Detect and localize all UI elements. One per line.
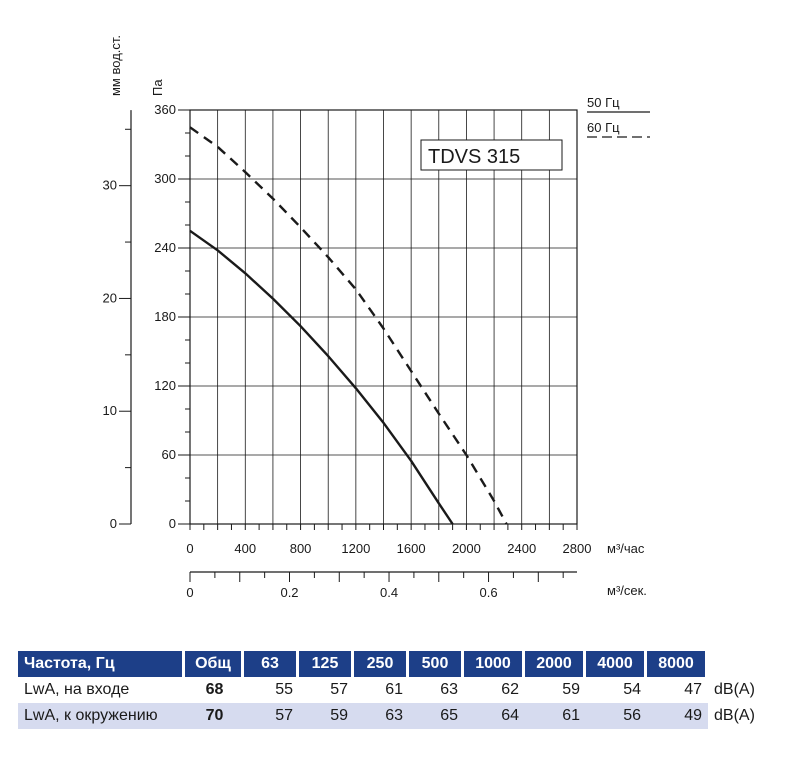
cell-8000: 49 (647, 703, 708, 729)
row-label: LwA, на входе (24, 681, 130, 698)
header-frequency: Частота, Гц (18, 651, 185, 677)
cell-4000: 54 (623, 681, 641, 698)
y-tick-label: 180 (154, 309, 176, 324)
cell-125: 59 (299, 703, 354, 729)
model-label-box (420, 139, 563, 171)
x-tick-label: 2000 (452, 541, 481, 556)
sound-power-table: Частота, Гц Общ 63 125 250 500 1000 2000… (18, 651, 767, 729)
model-label: TDVS 315 (428, 146, 520, 168)
cell-8000: 47 (684, 681, 702, 698)
x2-tick-label: 0 (186, 585, 193, 600)
row-unit: dB(A) (708, 703, 767, 729)
row-total: 70 (185, 703, 244, 729)
header-125: 125 (299, 651, 354, 677)
header-63: 63 (244, 651, 299, 677)
cell-1000: 64 (464, 703, 525, 729)
header-2000: 2000 (525, 651, 586, 677)
cell-125: 57 (330, 681, 348, 698)
header-4000: 4000 (586, 651, 647, 677)
x2-tick-label: 0.2 (280, 585, 298, 600)
x2-tick-label: 0.4 (380, 585, 398, 600)
row-label: LwA, к окружению (18, 703, 185, 729)
cell-63: 55 (275, 681, 293, 698)
y2-tick-label: 10 (103, 403, 117, 418)
row-total: 68 (205, 681, 224, 698)
header-250: 250 (354, 651, 409, 677)
series-line-60гц (189, 126, 508, 525)
table-row-inlet: LwA, на входе 68 55 57 61 63 62 59 54 47… (18, 677, 767, 703)
header-8000: 8000 (647, 651, 708, 677)
cell-4000: 56 (586, 703, 647, 729)
row-unit: dB(A) (714, 681, 755, 698)
x-tick-label: 400 (234, 541, 256, 556)
y-tick-label: 240 (154, 240, 176, 255)
fan-performance-chart: 0 60 120 180 240 300 360 Па 0 10 20 30 мм вод.ст. 0 40… (103, 35, 650, 600)
header-1000: 1000 (464, 651, 525, 677)
series-line-50гц (189, 229, 454, 525)
x-tick-label: 800 (290, 541, 312, 556)
cell-250: 61 (385, 681, 403, 698)
y-axis-label-pa: Па (150, 79, 165, 96)
x2-tick-label: 0.6 (480, 585, 498, 600)
y-tick-label: 0 (169, 516, 176, 531)
x-tick-label: 2800 (563, 541, 592, 556)
x-tick-label: 1600 (397, 541, 426, 556)
y2-tick-label: 0 (110, 516, 117, 531)
table-row-surroundings: LwA, к окружению 70 57 59 63 65 64 61 56… (18, 703, 767, 729)
x-axis-label: м³/час (607, 541, 645, 556)
legend-label-60hz: 60 Гц (587, 120, 620, 135)
y-tick-label: 60 (162, 447, 176, 462)
y-tick-label: 120 (154, 378, 176, 393)
cell-2000: 61 (525, 703, 586, 729)
cell-63: 57 (244, 703, 299, 729)
y2-axis-label: мм вод.ст. (108, 35, 123, 96)
y2-tick-label: 30 (103, 178, 117, 193)
header-500: 500 (409, 651, 464, 677)
y-tick-label: 360 (154, 102, 176, 117)
cell-2000: 59 (562, 681, 580, 698)
y2-tick-label: 20 (103, 290, 117, 305)
x-tick-label: 2400 (507, 541, 536, 556)
table-header-row: Частота, Гц Общ 63 125 250 500 1000 2000… (18, 651, 767, 677)
legend-label-50hz: 50 Гц (587, 95, 620, 110)
cell-500: 63 (440, 681, 458, 698)
x2-axis-label: м³/сек. (607, 583, 647, 598)
cell-1000: 62 (501, 681, 519, 698)
header-unit-blank (708, 651, 767, 677)
x-tick-label: 1200 (341, 541, 370, 556)
x-tick-label: 0 (186, 541, 193, 556)
cell-500: 65 (409, 703, 464, 729)
cell-250: 63 (354, 703, 409, 729)
header-total: Общ (185, 651, 244, 677)
y-tick-label: 300 (154, 171, 176, 186)
